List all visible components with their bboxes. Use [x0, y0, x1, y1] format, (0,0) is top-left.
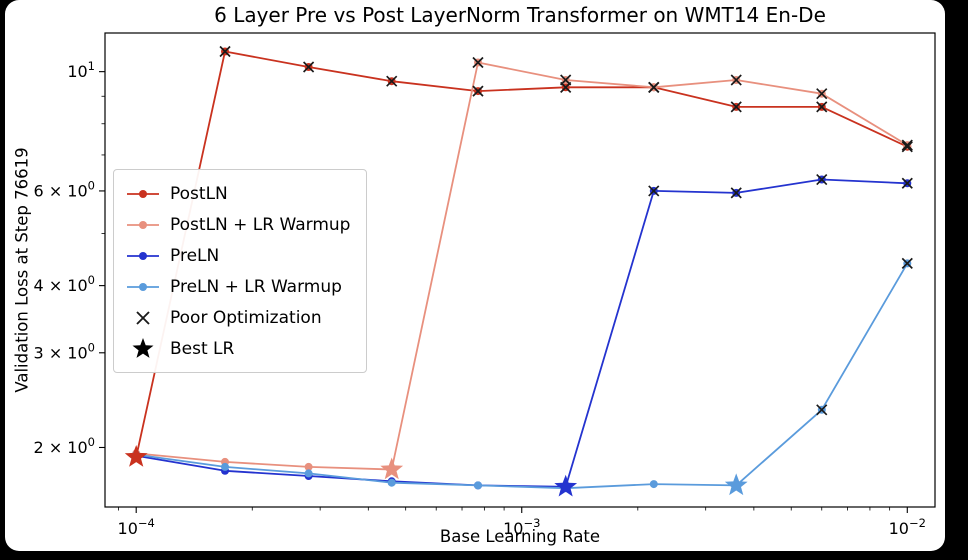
best-lr-star-preln-lr-warmup — [724, 473, 748, 496]
tick-label: 101 — [67, 59, 95, 81]
x-marker — [816, 88, 828, 100]
x-marker — [730, 101, 742, 113]
data-point — [221, 462, 229, 471]
x-marker — [816, 404, 828, 416]
best-lr-star-preln — [554, 474, 578, 497]
legend-marker-icon — [127, 251, 159, 260]
x-marker — [302, 61, 315, 73]
y-axis-ticks: 101 6 × 100 4 × 100 3 × 100 2 × 100 — [34, 59, 105, 457]
x-marker — [560, 74, 572, 86]
series-line — [136, 61, 908, 471]
legend-marker-icon — [127, 220, 159, 229]
x-marker — [219, 45, 231, 58]
series-line — [135, 50, 908, 458]
legend-item-poor-optimization: Poor Optimization — [125, 303, 350, 332]
tick-label: 6 × 100 — [34, 178, 95, 200]
legend-label: PostLN — [170, 183, 228, 204]
series-line — [136, 262, 909, 490]
legend-item-postln-lr-warmup: PostLN + LR Warmup — [125, 210, 350, 239]
plot-border — [104, 32, 936, 508]
x-marker — [472, 85, 484, 97]
x-marker — [901, 139, 913, 151]
x-marker — [472, 56, 484, 69]
legend: PostLN PostLN + LR Warmup PreLN PreLN + LR … — [113, 169, 368, 373]
tick-label: 3 × 100 — [34, 340, 95, 362]
legend-item-preln-lr-warmup: PreLN + LR Warmup — [125, 272, 350, 301]
legend-marker-icon — [127, 282, 159, 291]
data-point — [474, 481, 482, 490]
x-marker — [816, 173, 828, 186]
x-marker — [648, 81, 660, 93]
minor-ticks — [101, 95, 891, 511]
data-point — [304, 469, 313, 478]
legend-label: PostLN + LR Warmup — [170, 214, 351, 235]
legend-label: Best LR — [170, 338, 235, 359]
x-marker — [901, 141, 913, 153]
data-point — [304, 462, 313, 471]
legend-label: PreLN — [170, 245, 220, 266]
x-marker — [901, 177, 913, 189]
x-marker — [648, 185, 660, 197]
tick-label: 2 × 100 — [34, 435, 95, 457]
data-point — [649, 480, 658, 489]
x-marker — [816, 101, 828, 113]
legend-item-postln: PostLN — [125, 179, 350, 208]
legend-item-preln: PreLN — [125, 241, 350, 270]
x-axis-label: Base Learning Rate — [439, 527, 601, 546]
x-marker — [730, 74, 742, 86]
legend-marker-icon — [136, 310, 150, 325]
tick-label: 4 × 100 — [34, 273, 95, 295]
legend-marker-icon — [127, 189, 159, 198]
legend-item-best-lr: Best LR — [125, 334, 350, 363]
x-marker — [901, 257, 913, 269]
chart-card: 6 Layer Pre vs Post LayerNorm Transforme… — [5, 0, 945, 551]
best-lr-star-postln — [124, 445, 148, 467]
x-marker — [386, 75, 398, 87]
best-lr-star-postln-lr-warmup — [380, 457, 404, 480]
legend-marker-icon — [132, 337, 154, 358]
poor-optimization-markers — [219, 45, 913, 416]
chart-title: 6 Layer Pre vs Post LayerNorm Transforme… — [214, 3, 826, 27]
legend-label: PreLN + LR Warmup — [170, 276, 342, 297]
legend-label: Poor Optimization — [170, 307, 322, 328]
x-marker — [730, 187, 742, 199]
data-point — [387, 478, 396, 487]
